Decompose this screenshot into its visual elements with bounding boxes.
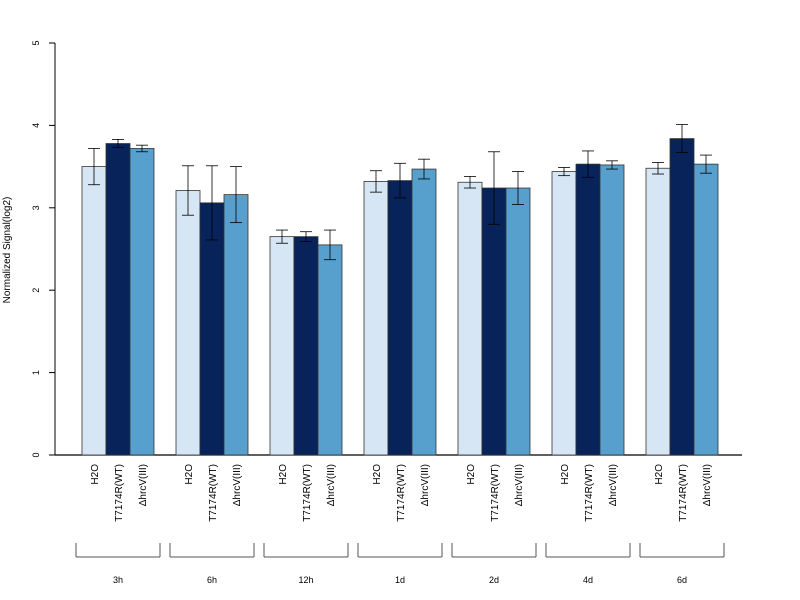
bar — [269, 236, 295, 456]
bar-category-label: H2O — [90, 464, 101, 485]
bar-category-label: H2O — [560, 464, 571, 485]
bar — [175, 190, 201, 456]
group-label: 6d — [677, 575, 687, 585]
bar — [599, 164, 625, 456]
y-axis-label: Normalized Signal(log2) — [2, 197, 13, 304]
group-label: 12h — [298, 575, 313, 585]
bar-category-label: T7174R(WT) — [678, 464, 689, 522]
bar-category-label: ΔhrcV(III) — [420, 464, 431, 506]
group-label: 4d — [583, 575, 593, 585]
bar-category-label: H2O — [654, 464, 665, 485]
bar — [199, 202, 225, 456]
bar-category-label: T7174R(WT) — [302, 464, 313, 522]
bar-category-label: T7174R(WT) — [584, 464, 595, 522]
bar — [363, 181, 389, 456]
bar — [457, 181, 483, 456]
bar-category-label: H2O — [466, 464, 477, 485]
bar — [411, 168, 437, 456]
bar-category-label: T7174R(WT) — [396, 464, 407, 522]
y-tick-label: 1 — [31, 370, 41, 375]
group-label: 3h — [113, 575, 123, 585]
bar-category-label: ΔhrcV(III) — [514, 464, 525, 506]
bar-category-label: H2O — [372, 464, 383, 485]
labels: H2O T7174R(WT) ΔhrcV(III) 3h H2O T7174R(WT) Δh… — [75, 464, 725, 585]
bar — [293, 236, 319, 456]
y-tick-label: 3 — [31, 205, 41, 210]
y-tick-label: 2 — [31, 288, 41, 293]
bar — [669, 138, 695, 456]
group-label: 6h — [207, 575, 217, 585]
bar-category-label: ΔhrcV(III) — [232, 464, 243, 506]
bar-category-label: ΔhrcV(III) — [702, 464, 713, 506]
bar-category-label: ΔhrcV(III) — [138, 464, 149, 506]
bar-category-label: ΔhrcV(III) — [608, 464, 619, 506]
bar-category-label: T7174R(WT) — [114, 464, 125, 522]
bar — [505, 187, 531, 456]
bar — [317, 244, 343, 456]
bar — [387, 180, 413, 456]
bar — [223, 194, 249, 456]
bar-category-label: H2O — [184, 464, 195, 485]
bar — [551, 171, 577, 456]
bars — [81, 124, 719, 456]
bar — [575, 163, 601, 456]
bar-category-label: T7174R(WT) — [208, 464, 219, 522]
bar — [81, 166, 107, 456]
group-label: 1d — [395, 575, 405, 585]
y-tick-label: 4 — [31, 123, 41, 128]
bar-category-label: H2O — [278, 464, 289, 485]
y-tick-label: 5 — [31, 40, 41, 45]
bar — [129, 148, 155, 456]
bar-category-label: T7174R(WT) — [490, 464, 501, 522]
bar — [645, 167, 671, 456]
group-label: 2d — [489, 575, 499, 585]
bar — [693, 163, 719, 456]
bar — [105, 143, 131, 456]
bar-category-label: ΔhrcV(III) — [326, 464, 337, 506]
y-tick-label: 0 — [31, 452, 41, 457]
bar — [481, 187, 507, 456]
